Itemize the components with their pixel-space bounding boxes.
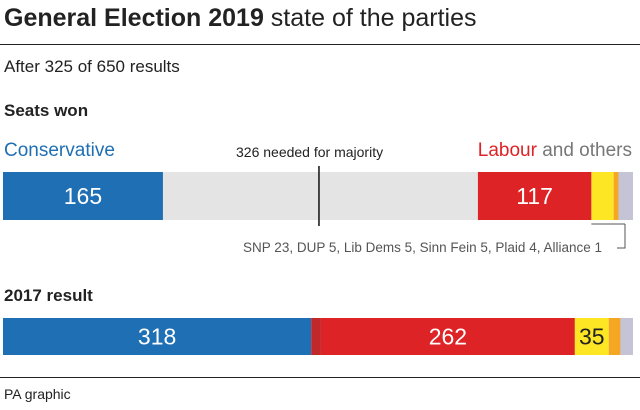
result-2017-conservative-value: 318	[138, 324, 176, 350]
title-rest: state of the parties	[263, 4, 477, 32]
labour-label-text: Labour	[477, 140, 537, 161]
majority-label: 326 needed for majority	[236, 144, 384, 160]
seats-won-others-bar	[618, 172, 633, 220]
result-2017-conservative-bar	[3, 318, 312, 355]
result-2017-lib-dems-bar	[608, 318, 621, 355]
footer-credit: PA graphic	[4, 386, 71, 402]
title-bold: General Election 2019	[4, 4, 264, 32]
title-rule	[0, 44, 640, 45]
result-2017-heading: 2017 result	[4, 286, 93, 305]
seats-won-conservative-value: 165	[64, 183, 102, 209]
subtitle: After 325 of 650 results	[4, 57, 180, 76]
result-2017-labour-bar	[320, 318, 575, 355]
others-bracket	[591, 223, 626, 249]
result-2017-dup-bar	[311, 318, 321, 355]
seats-won-conservative-bar	[3, 172, 163, 220]
result-2017-snp-value: 35	[579, 324, 605, 350]
seats-won-snp-bar	[591, 172, 614, 220]
others-label-text: and others	[536, 140, 632, 161]
seats-won-dup-bar	[613, 172, 619, 220]
conservative-label: Conservative	[4, 140, 115, 161]
result-2017-others-bar	[620, 318, 633, 355]
seats-won-labour-value: 117	[516, 183, 553, 209]
others-breakdown: SNP 23, DUP 5, Lib Dems 5, Sinn Fein 5, …	[243, 240, 602, 255]
seats-won-labour-bar	[477, 172, 592, 220]
result-2017-snp-bar	[574, 318, 609, 355]
result-2017-labour-value: 262	[429, 324, 467, 350]
chart-title: General Election 2019 state of the parti…	[4, 4, 476, 33]
seats-won-heading: Seats won	[4, 101, 89, 120]
labour-others-label: Labour and others	[478, 140, 632, 162]
footer-rule	[0, 377, 640, 378]
